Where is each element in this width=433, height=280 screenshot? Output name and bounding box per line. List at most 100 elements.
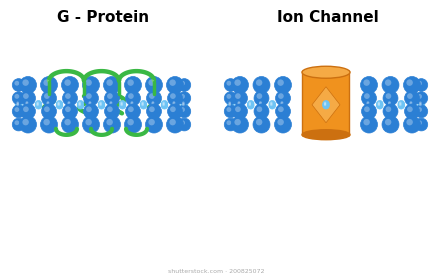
Circle shape <box>249 102 251 104</box>
Circle shape <box>236 100 244 108</box>
Circle shape <box>228 102 231 105</box>
Circle shape <box>408 102 416 110</box>
Circle shape <box>86 106 92 112</box>
Circle shape <box>56 102 63 109</box>
Circle shape <box>270 102 272 104</box>
Polygon shape <box>312 87 340 123</box>
Circle shape <box>88 101 91 104</box>
Circle shape <box>281 101 283 104</box>
Circle shape <box>418 102 425 109</box>
Circle shape <box>382 116 399 133</box>
Text: G - Protein: G - Protein <box>58 10 149 25</box>
Circle shape <box>35 101 42 107</box>
Circle shape <box>169 119 176 125</box>
Circle shape <box>108 100 116 108</box>
Circle shape <box>388 101 391 104</box>
Circle shape <box>104 104 120 119</box>
Circle shape <box>161 102 168 108</box>
Circle shape <box>149 106 155 112</box>
Circle shape <box>237 103 240 106</box>
Circle shape <box>324 103 326 105</box>
Circle shape <box>127 80 134 86</box>
Circle shape <box>145 76 162 94</box>
Circle shape <box>270 103 272 105</box>
Circle shape <box>12 92 25 104</box>
Circle shape <box>232 76 249 94</box>
Circle shape <box>65 80 71 86</box>
Circle shape <box>259 103 262 106</box>
Circle shape <box>141 102 144 104</box>
Circle shape <box>387 100 394 108</box>
Circle shape <box>181 100 188 107</box>
Circle shape <box>103 76 120 94</box>
Circle shape <box>248 102 254 109</box>
Circle shape <box>87 101 95 109</box>
Circle shape <box>77 101 84 107</box>
Circle shape <box>237 101 240 104</box>
Circle shape <box>378 103 380 105</box>
Circle shape <box>161 101 168 107</box>
Circle shape <box>180 81 185 86</box>
Circle shape <box>378 104 380 106</box>
Circle shape <box>56 102 63 108</box>
Circle shape <box>61 116 78 133</box>
Circle shape <box>78 104 81 106</box>
Circle shape <box>281 103 283 106</box>
Circle shape <box>399 103 401 105</box>
Circle shape <box>16 104 19 106</box>
Circle shape <box>224 79 237 91</box>
Circle shape <box>107 106 113 112</box>
Circle shape <box>253 116 270 133</box>
Circle shape <box>146 91 162 106</box>
Circle shape <box>162 104 165 106</box>
Circle shape <box>410 101 412 104</box>
Ellipse shape <box>302 66 350 78</box>
Circle shape <box>46 102 49 105</box>
Circle shape <box>365 101 373 109</box>
Circle shape <box>410 103 412 106</box>
Circle shape <box>378 102 380 104</box>
Circle shape <box>99 103 102 105</box>
Circle shape <box>254 91 269 106</box>
Circle shape <box>45 100 53 108</box>
Circle shape <box>275 116 291 133</box>
Circle shape <box>42 91 56 106</box>
Circle shape <box>180 94 185 99</box>
Circle shape <box>103 116 120 133</box>
Circle shape <box>257 106 262 112</box>
Ellipse shape <box>302 130 350 140</box>
Circle shape <box>68 101 71 104</box>
Circle shape <box>161 102 168 109</box>
Circle shape <box>415 92 428 104</box>
Circle shape <box>170 106 176 112</box>
Circle shape <box>65 93 71 99</box>
Circle shape <box>98 101 105 107</box>
Circle shape <box>279 102 287 110</box>
Circle shape <box>362 104 376 119</box>
Circle shape <box>125 76 142 94</box>
Circle shape <box>269 102 275 108</box>
Circle shape <box>257 93 262 99</box>
Circle shape <box>256 119 262 125</box>
Circle shape <box>83 76 100 94</box>
Circle shape <box>227 102 234 109</box>
Circle shape <box>150 102 158 110</box>
Circle shape <box>172 101 175 104</box>
Circle shape <box>45 102 53 110</box>
Circle shape <box>120 103 123 105</box>
Circle shape <box>417 94 422 99</box>
Circle shape <box>120 102 123 104</box>
Circle shape <box>383 91 398 106</box>
Circle shape <box>120 104 123 106</box>
Circle shape <box>324 102 326 104</box>
Circle shape <box>42 104 56 119</box>
Circle shape <box>408 100 416 108</box>
Circle shape <box>407 80 413 86</box>
Circle shape <box>236 102 244 110</box>
Circle shape <box>152 103 155 106</box>
Circle shape <box>65 106 71 112</box>
Circle shape <box>78 103 81 105</box>
Circle shape <box>16 102 19 105</box>
Circle shape <box>363 119 370 125</box>
Circle shape <box>23 80 29 86</box>
